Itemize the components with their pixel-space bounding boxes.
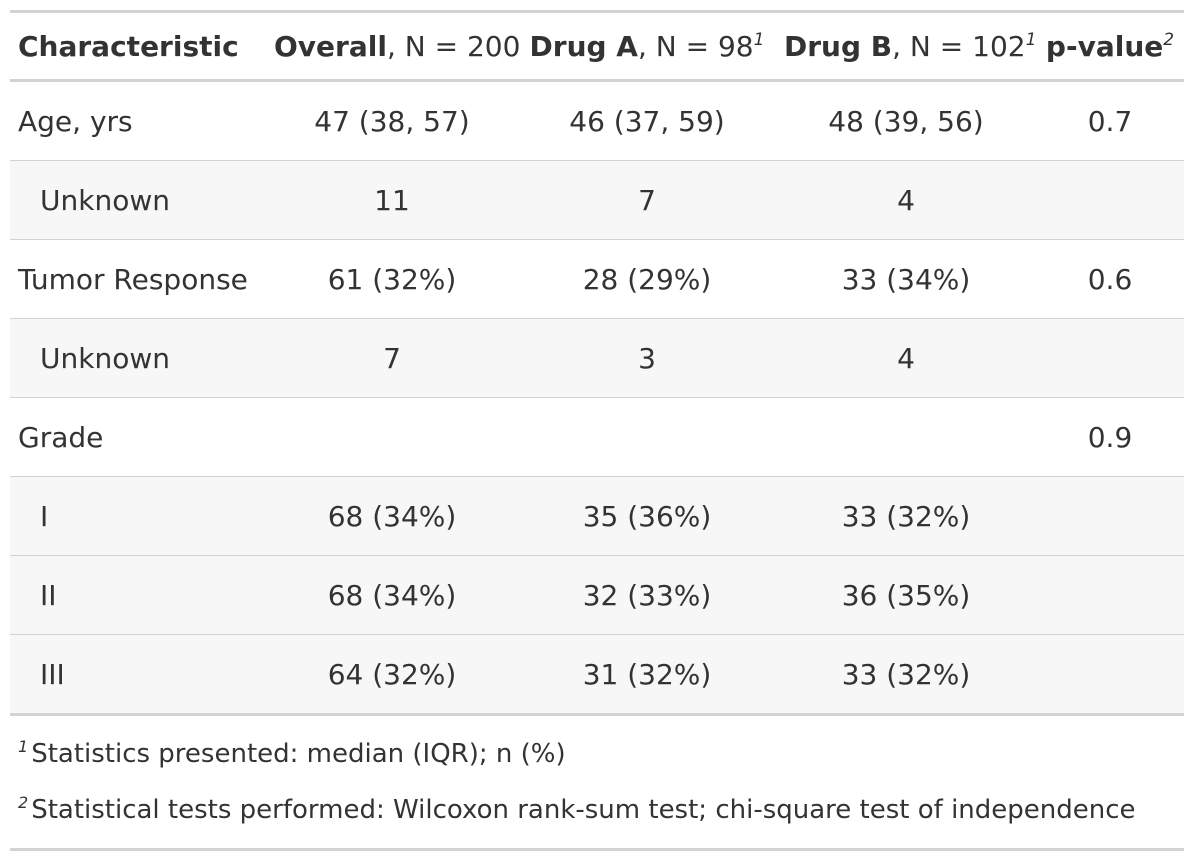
row-label: III [10,634,266,715]
header-characteristic: Characteristic [10,11,266,82]
cell-drug-a: 32 (33%) [518,555,776,635]
cell-drug-a: 31 (32%) [518,634,776,715]
table-row-grade-ii: II 68 (34%) 32 (33%) 36 (35%) [10,555,1184,635]
cell-p-value: 0.7 [1087,104,1133,138]
footnote-text: Statistical tests performed: Wilcoxon ra… [31,795,1136,825]
cell-overall: 7 [266,318,518,398]
footnote-text: Statistics presented: median (IQR); n (%… [31,739,566,769]
header-drug-a: Drug A, N = 981 [518,11,776,82]
footnote-2: 2 Statistical tests performed: Wilcoxon r… [18,782,1176,838]
footnote-1: 1 Statistics presented: median (IQR); n (… [18,726,1176,782]
table-row-age: Age, yrs 47 (38, 57) 46 (37, 59) 48 (39,… [10,81,1184,161]
footnote-mark: 1 [753,29,765,50]
cell-drug-b: 36 (35%) [776,555,1036,635]
summary-table: Characteristic Overall, N = 200 Drug A, … [10,10,1184,716]
cell-drug-b: 33 (32%) [776,634,1036,715]
table-row-age-unknown: Unknown 11 7 4 [10,160,1184,240]
table-row-grade-i: I 68 (34%) 35 (36%) 33 (32%) [10,476,1184,556]
header-drug-b: Drug B, N = 1021 [776,11,1037,82]
row-label: Unknown [10,318,266,398]
cell-p-value [1036,555,1184,635]
table-footnotes: 1 Statistics presented: median (IQR); n (… [10,716,1184,851]
cell-p-value [1036,634,1184,715]
row-label: Unknown [10,160,266,240]
row-label: I [10,476,266,556]
cell-drug-a: 28 (29%) [518,239,776,319]
table-row-tumor-response: Tumor Response 61 (32%) 28 (29%) 33 (34%… [10,239,1184,319]
footnote-mark: 1 [18,737,29,756]
cell-drug-b: 33 (34%) [776,239,1036,319]
cell-drug-a: 46 (37, 59) [569,104,725,138]
cell-p-value [1036,318,1184,398]
footnote-mark: 1 [1025,29,1037,50]
cell-drug-a: 7 [518,160,776,240]
cell-drug-b: 4 [776,318,1036,398]
row-label: Age, yrs [18,104,133,138]
cell-p-value [1036,476,1184,556]
cell-overall: 68 (34%) [266,476,518,556]
table-row-grade: Grade 0.9 [10,397,1184,477]
cell-overall: 68 (34%) [266,555,518,635]
row-label: Tumor Response [10,239,266,319]
cell-drug-b: 4 [776,160,1036,240]
row-label: II [10,555,266,635]
row-label: Grade [10,397,266,477]
table-row-grade-iii: III 64 (32%) 31 (32%) 33 (32%) [10,634,1184,715]
cell-overall: 11 [266,160,518,240]
cell-overall [266,397,518,477]
header-p-value: p-value2 [1036,11,1184,82]
summary-table-container: Characteristic Overall, N = 200 Drug A, … [10,10,1184,851]
cell-overall: 61 (32%) [266,239,518,319]
cell-drug-a [518,397,776,477]
footnote-mark: 2 [1163,29,1175,50]
cell-overall: 47 (38, 57) [314,104,470,138]
header-overall: Overall, N = 200 [266,11,520,82]
cell-drug-b: 33 (32%) [776,476,1036,556]
cell-p-value: 0.9 [1036,397,1184,477]
header-row: Characteristic Overall, N = 200 Drug A, … [10,11,1184,82]
cell-drug-a: 3 [518,318,776,398]
cell-drug-b: 48 (39, 56) [828,104,984,138]
cell-p-value [1036,160,1184,240]
footnote-mark: 2 [18,793,29,812]
table-row-tumor-unknown: Unknown 7 3 4 [10,318,1184,398]
cell-overall: 64 (32%) [266,634,518,715]
cell-drug-b [776,397,1036,477]
cell-p-value: 0.6 [1036,239,1184,319]
cell-drug-a: 35 (36%) [518,476,776,556]
